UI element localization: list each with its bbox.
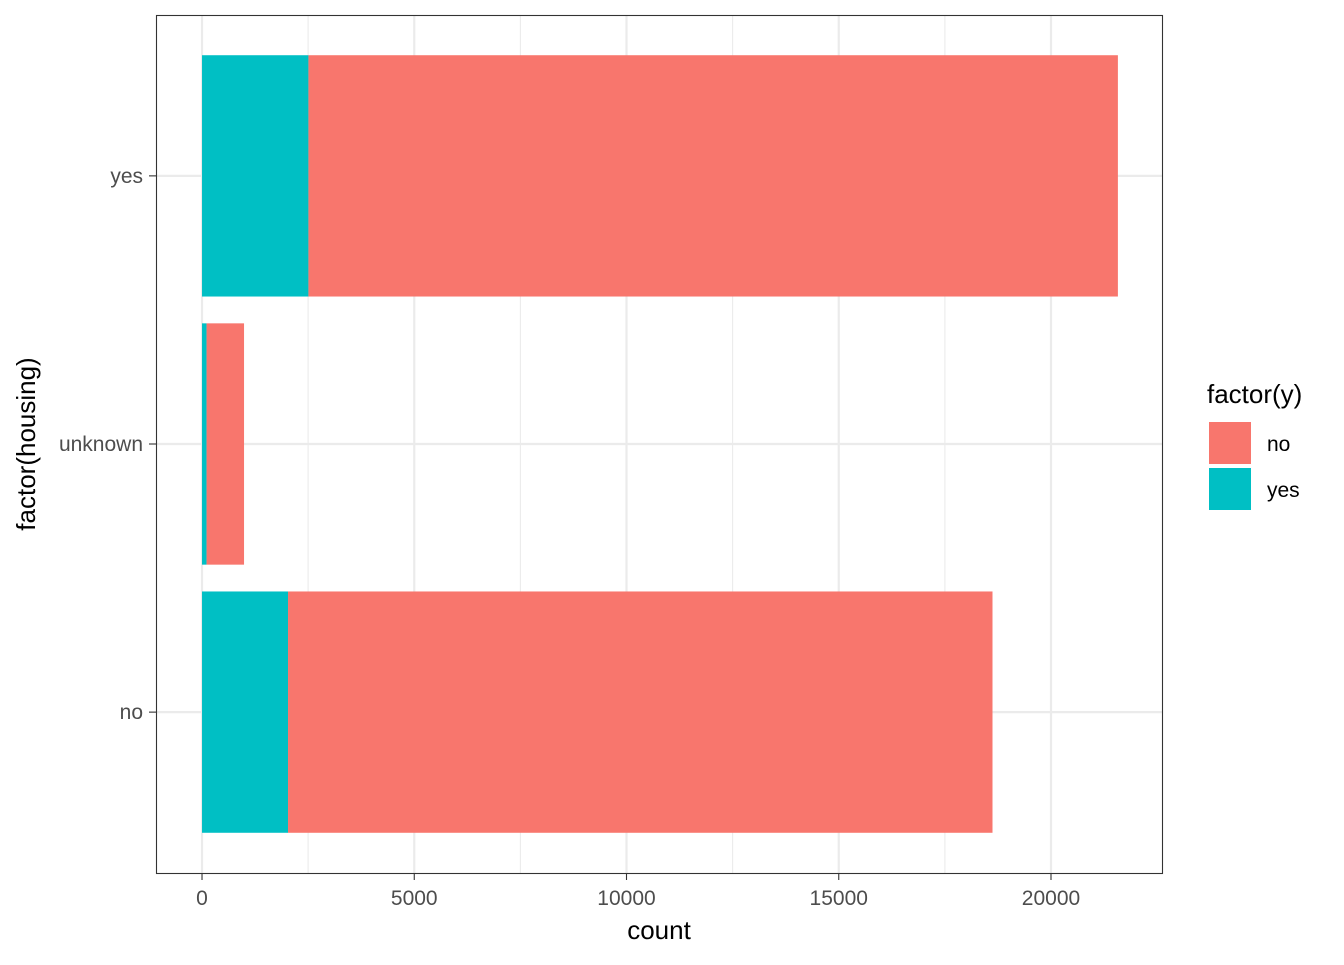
legend-key-yes (1209, 468, 1251, 510)
panel-border (155, 14, 1164, 875)
bar-no-no (288, 591, 993, 833)
bar-no-yes (202, 591, 289, 833)
x-tick-label: 15000 (810, 887, 868, 910)
x-tick-label: 10000 (597, 887, 655, 910)
legend: factor(y) no yes (1207, 379, 1302, 510)
bars (202, 55, 1118, 833)
bar-yes-no (308, 55, 1118, 297)
legend-title: factor(y) (1207, 379, 1302, 409)
legend-label: no (1267, 433, 1290, 456)
legend-key-no (1209, 422, 1251, 464)
y-tick-label: no (120, 701, 143, 724)
bar-yes-yes (202, 55, 309, 297)
x-tick-label: 0 (196, 887, 208, 910)
x-axis-title: count (627, 915, 691, 945)
x-tick-label: 5000 (391, 887, 438, 910)
bar-unknown-no (206, 323, 245, 565)
y-axis-title: factor(housing) (11, 357, 41, 530)
bar-unknown-yes (202, 323, 207, 565)
x-tick-label: 20000 (1022, 887, 1080, 910)
legend-label: yes (1267, 479, 1300, 502)
x-axis: 0 5000 10000 15000 20000 (196, 873, 1080, 910)
y-axis: no unknown yes (59, 165, 156, 724)
y-tick-label: yes (110, 165, 143, 188)
y-tick-label: unknown (59, 433, 143, 456)
